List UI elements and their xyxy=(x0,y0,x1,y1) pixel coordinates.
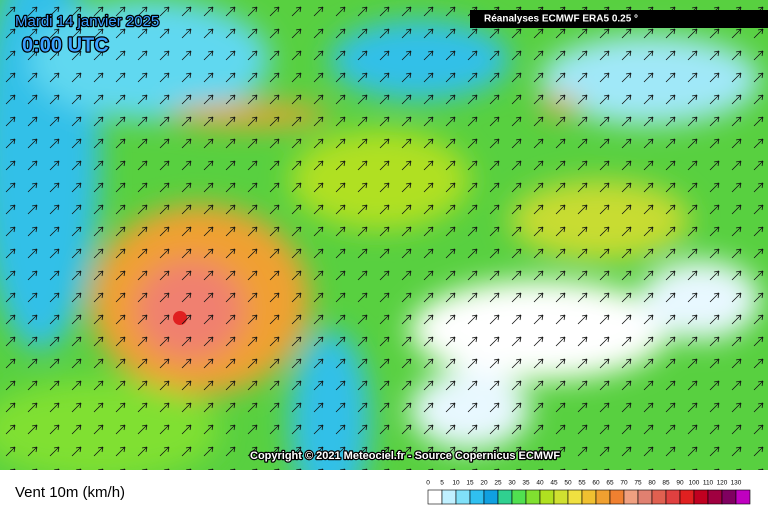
legend-swatch xyxy=(553,489,569,505)
legend-label: 45 xyxy=(550,480,558,487)
legend-swatch xyxy=(483,489,499,505)
legend-label: 130 xyxy=(731,480,742,487)
legend-swatch xyxy=(525,489,541,505)
legend-swatch xyxy=(581,489,597,505)
legend-swatch xyxy=(539,489,555,505)
legend-swatch xyxy=(427,489,443,505)
map-date: Mardi 14 janvier 2025 xyxy=(15,13,159,30)
legend-label: 70 xyxy=(620,480,628,487)
legend-swatch xyxy=(623,489,639,505)
legend-swatch xyxy=(595,489,611,505)
legend-label: 60 xyxy=(592,480,600,487)
legend-label: 10 xyxy=(452,480,460,487)
legend-label: 35 xyxy=(522,480,530,487)
legend-swatch xyxy=(469,489,485,505)
legend-label: 110 xyxy=(703,480,714,487)
legend-swatch xyxy=(441,489,457,505)
legend-label: 50 xyxy=(564,480,572,487)
legend-swatch xyxy=(735,489,751,505)
legend-label: 0 xyxy=(426,480,430,487)
legend-label: 85 xyxy=(662,480,670,487)
legend-swatch xyxy=(497,489,513,505)
legend-label: 20 xyxy=(480,480,488,487)
legend-swatch xyxy=(567,489,583,505)
source-box xyxy=(470,10,768,28)
legend-swatch xyxy=(511,489,527,505)
map-time: 0:00 UTC xyxy=(22,34,109,56)
legend-swatch xyxy=(455,489,471,505)
legend-swatch xyxy=(693,489,709,505)
legend-label: 30 xyxy=(508,480,516,487)
legend-label: 40 xyxy=(536,480,544,487)
legend-label: 25 xyxy=(494,480,502,487)
legend-label: 55 xyxy=(578,480,586,487)
legend-label: 80 xyxy=(648,480,656,487)
legend-swatch xyxy=(609,489,625,505)
legend-swatch xyxy=(637,489,653,505)
legend-label: 120 xyxy=(717,480,728,487)
legend: 0 5 10 15 20 25 30 35 40 45 50 55 60 65 70 75 80 85 90 100 1… xyxy=(426,480,751,505)
legend-swatch xyxy=(679,489,695,505)
legend-label: 100 xyxy=(689,480,700,487)
legend-swatch xyxy=(665,489,681,505)
copyright: Copyright © 2021 Meteociel.fr - Source C… xyxy=(250,450,560,462)
legend-swatch xyxy=(707,489,723,505)
legend-label: 75 xyxy=(634,480,642,487)
legend-label: 90 xyxy=(676,480,684,487)
legend-swatch xyxy=(721,489,737,505)
legend-title: Vent 10m (km/h) xyxy=(15,484,125,501)
legend-label: 5 xyxy=(440,480,444,487)
legend-swatch xyxy=(651,489,667,505)
legend-label: 65 xyxy=(606,480,614,487)
map-source: Réanalyses ECMWF ERA5 0.25 ° xyxy=(484,14,638,25)
legend-label: 15 xyxy=(466,480,474,487)
